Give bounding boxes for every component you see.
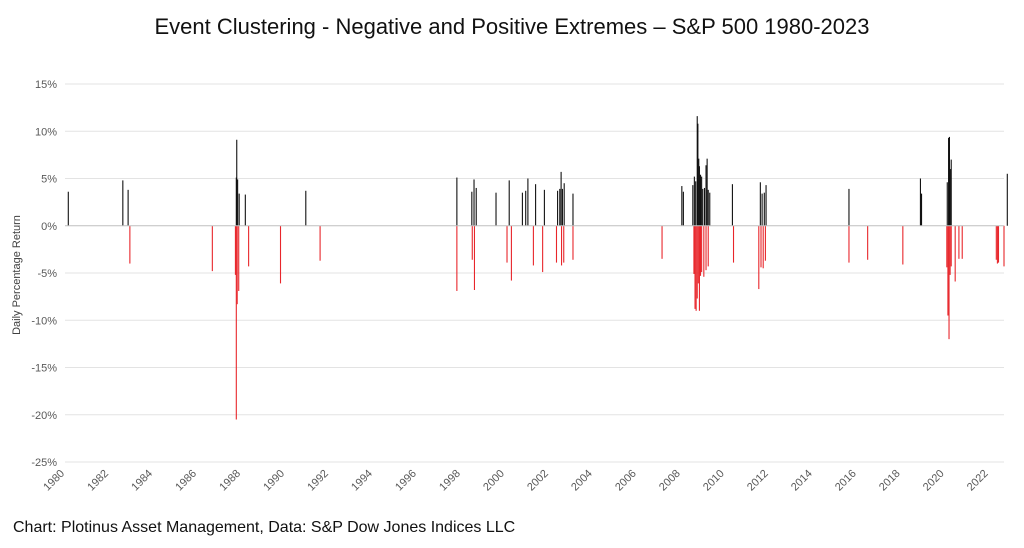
x-tick-label: 2000 — [481, 468, 507, 494]
grid-lines — [65, 83, 1004, 463]
x-tick-label: 1998 — [437, 468, 463, 494]
x-tick-label: 2014 — [789, 468, 815, 494]
x-tick-label: 2006 — [613, 468, 639, 494]
x-tick-label: 2012 — [745, 468, 771, 494]
x-tick-label: 1996 — [393, 468, 419, 494]
y-tick-label: 15% — [35, 79, 57, 91]
y-tick-label: 10% — [35, 126, 57, 138]
x-tick-label: 2002 — [525, 468, 551, 494]
y-tick-label: 5% — [41, 174, 57, 186]
event-bars — [67, 116, 1008, 420]
x-tick-label: 1994 — [349, 468, 375, 494]
x-tick-label: 2020 — [921, 468, 947, 494]
y-tick-label: 0% — [41, 221, 57, 233]
y-axis-ticks: 15% 10% 5% 0% -5% -10% -15% -20% -25% — [31, 79, 57, 469]
x-tick-label: 1982 — [85, 468, 111, 494]
y-tick-label: -5% — [37, 268, 57, 280]
x-tick-label: 1986 — [173, 468, 199, 494]
x-axis-ticks: 1980 1982 1984 1986 1988 1990 1992 1994 1996 1998… — [41, 468, 990, 494]
x-tick-label: 1980 — [41, 468, 67, 494]
chart-source-note: Chart: Plotinus Asset Management, Data: … — [13, 519, 516, 536]
y-tick-label: -10% — [31, 315, 57, 327]
x-tick-label: 2022 — [965, 468, 991, 494]
x-tick-label: 2018 — [877, 468, 903, 494]
x-tick-label: 1984 — [129, 468, 155, 494]
x-tick-label: 1992 — [305, 468, 331, 494]
y-tick-label: -25% — [31, 457, 57, 469]
x-tick-label: 1988 — [217, 468, 243, 494]
x-tick-label: 2004 — [569, 468, 595, 494]
x-tick-label: 2008 — [657, 468, 683, 494]
y-tick-label: -15% — [31, 363, 57, 375]
x-tick-label: 2010 — [701, 468, 727, 494]
y-axis-label: Daily Percentage Return — [11, 215, 23, 335]
y-tick-label: -20% — [31, 410, 57, 422]
x-tick-label: 2016 — [833, 468, 859, 494]
chart-title: Event Clustering - Negative and Positive… — [154, 14, 870, 39]
x-tick-label: 1990 — [261, 468, 287, 494]
